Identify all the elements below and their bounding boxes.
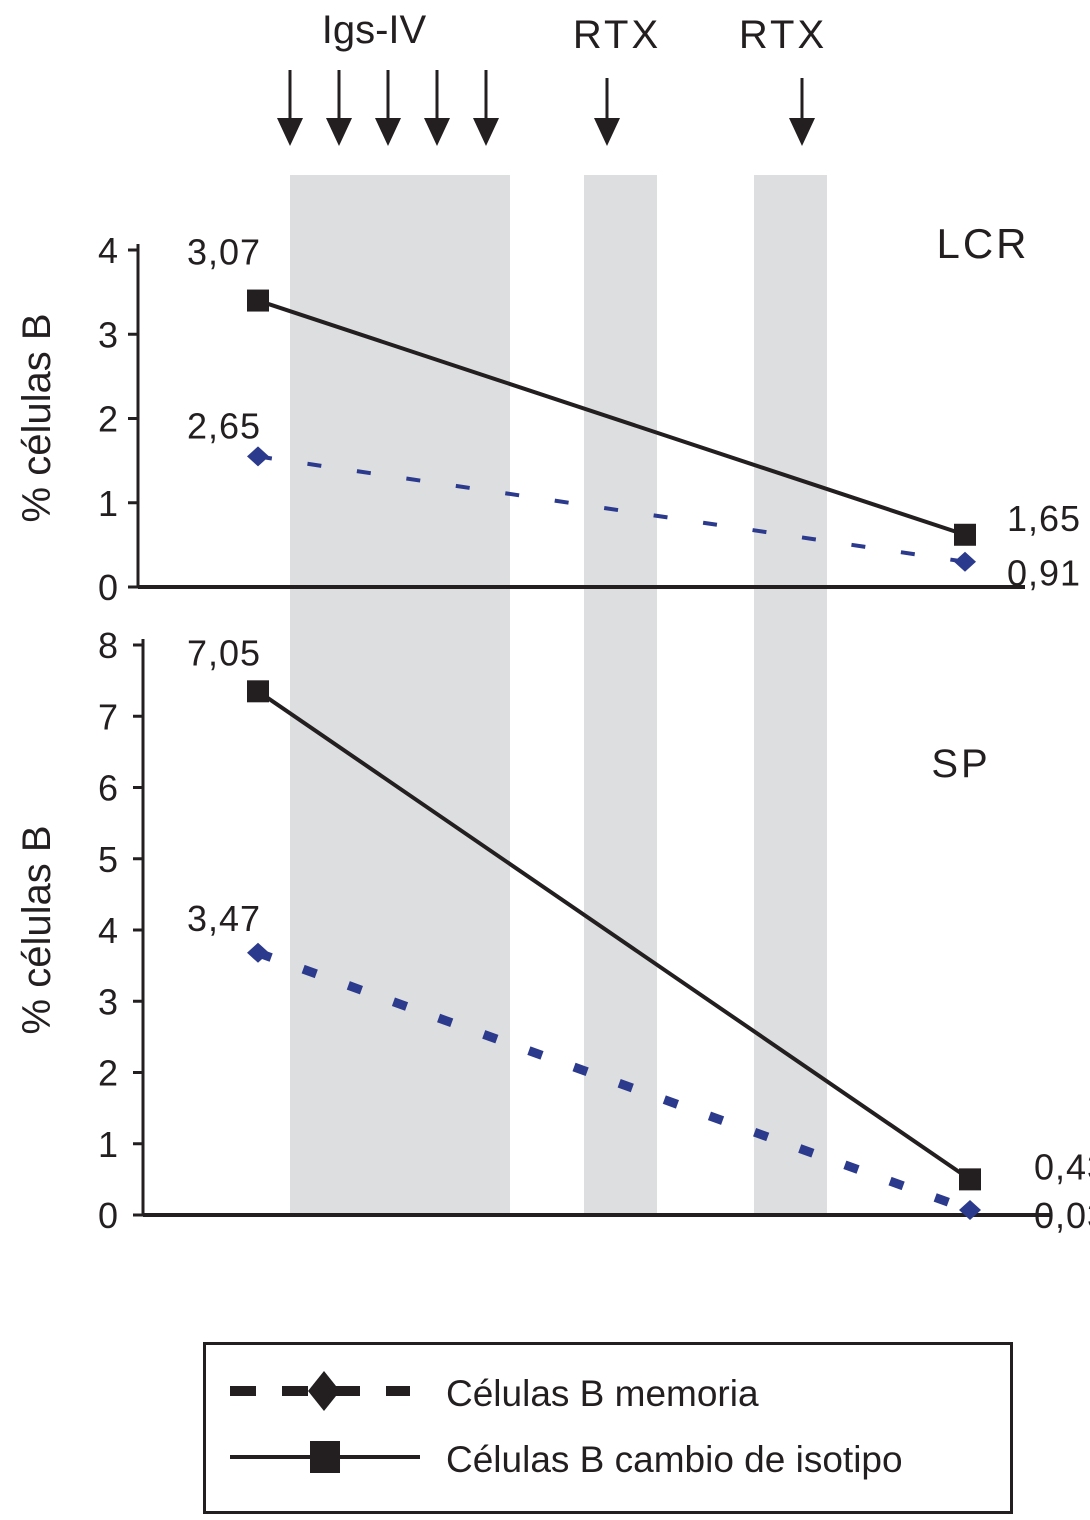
rtx2-label: RTX xyxy=(739,13,827,57)
y-tick-label: 4 xyxy=(98,230,118,271)
data-point-memoria xyxy=(959,1200,981,1221)
igs-label: Igs-IV xyxy=(322,8,427,52)
y-tick-label: 3 xyxy=(98,314,118,355)
y-tick-label: 6 xyxy=(98,768,118,809)
y-tick-label: 1 xyxy=(98,1124,118,1165)
legend-item-memoria: Células B memoria xyxy=(206,1359,1010,1419)
y-tick-label: 1 xyxy=(98,483,118,524)
igs-band xyxy=(290,175,510,1215)
igs-arrows xyxy=(277,70,499,146)
y-tick-label: 4 xyxy=(98,910,118,951)
data-label: 0,91 xyxy=(1007,553,1081,594)
solid-square-icon xyxy=(230,1441,420,1473)
data-point-isotipo xyxy=(959,1168,981,1191)
y-tick-label: 2 xyxy=(98,399,118,440)
legend: Células B memoria Células B cambio de is… xyxy=(203,1342,1013,1514)
data-label: 2,65 xyxy=(187,405,261,446)
y-axis-label: % células B xyxy=(15,314,59,523)
dashed-diamond-icon xyxy=(230,1371,410,1411)
series-line-memoria xyxy=(257,454,966,564)
data-point-memoria xyxy=(247,446,269,467)
series-line-isotipo xyxy=(256,689,972,1182)
arrow-down-icon xyxy=(424,70,450,146)
panel-title: SP xyxy=(931,742,990,786)
panel-lcr: 0 1 2 3 4 % células B LCR 3,07 1,65 2,65 0,91 xyxy=(15,220,1081,608)
data-label: 1,65 xyxy=(1007,498,1081,539)
data-point-memoria xyxy=(247,942,269,963)
rtx2-band xyxy=(754,175,827,1215)
series-line-isotipo xyxy=(257,298,966,537)
data-point-isotipo xyxy=(247,289,269,312)
rtx-arrows xyxy=(594,78,815,146)
y-tick-label: 0 xyxy=(98,567,118,608)
panel-title: LCR xyxy=(936,220,1029,267)
y-tick-label: 0 xyxy=(98,1195,118,1236)
y-tick-label: 8 xyxy=(98,625,118,666)
y-tick-label: 7 xyxy=(98,696,118,737)
panel-sp: 0 1 2 3 4 5 6 7 8 % células B SP 7,05 0,43 3,47 0,03 xyxy=(15,625,1090,1236)
data-label: 0,43 xyxy=(1034,1146,1090,1187)
arrow-down-icon xyxy=(789,78,815,146)
rtx1-label: RTX xyxy=(573,13,661,57)
y-tick-label: 5 xyxy=(98,839,118,880)
series-line-memoria xyxy=(256,948,972,1215)
data-label: 3,07 xyxy=(187,232,261,273)
rtx1-band xyxy=(584,175,657,1215)
y-tick-label: 2 xyxy=(98,1053,118,1094)
legend-label-isotipo: Células B cambio de isotipo xyxy=(446,1439,903,1480)
y-axis-label: % células B xyxy=(15,826,59,1035)
arrow-down-icon xyxy=(473,70,499,146)
data-point-memoria xyxy=(954,551,976,572)
y-tick-label: 3 xyxy=(98,981,118,1022)
data-point-isotipo xyxy=(247,680,269,703)
legend-item-isotipo: Células B cambio de isotipo xyxy=(206,1425,1010,1485)
data-label: 7,05 xyxy=(187,632,261,673)
data-label: 0,03 xyxy=(1034,1195,1090,1236)
data-point-isotipo xyxy=(954,523,976,546)
arrow-down-icon xyxy=(375,70,401,146)
arrow-down-icon xyxy=(277,70,303,146)
arrow-down-icon xyxy=(594,78,620,146)
arrow-down-icon xyxy=(326,70,352,146)
legend-label-memoria: Células B memoria xyxy=(446,1373,759,1414)
data-label: 3,47 xyxy=(187,898,261,939)
